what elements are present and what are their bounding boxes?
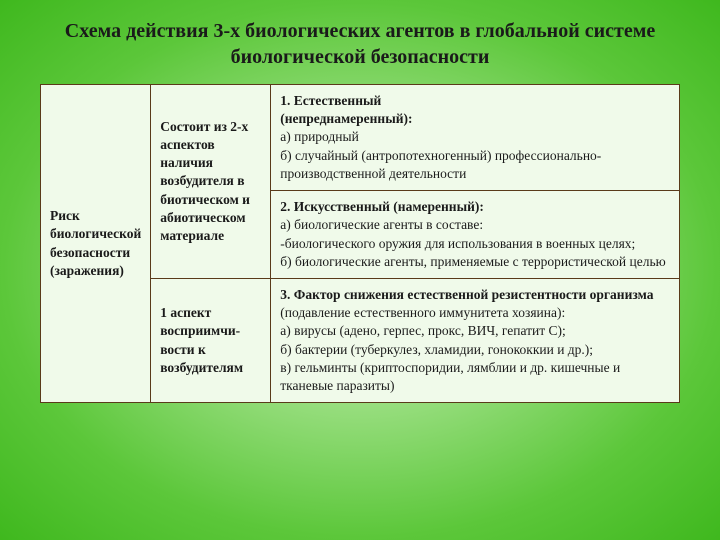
page-title: Схема действия 3-х биологических агентов…	[40, 18, 680, 70]
cell2-a2: -биологического оружия для использования…	[280, 235, 670, 253]
cell3-a: а) вирусы (адено, герпес, прокс, ВИЧ, ге…	[280, 322, 670, 340]
cell-artificial: 2. Искусственный (намеренный): а) биолог…	[271, 191, 680, 279]
cell3-h2: (подавление естественного иммунитета хоз…	[280, 305, 565, 320]
cell2-head: 2. Искусственный (намеренный):	[280, 198, 670, 216]
cell1-b: б) случайный (антропотехногенный) профес…	[280, 147, 670, 183]
cell-factor: 3. Фактор снижения естественной резистен…	[271, 278, 680, 402]
cell3-c: в) гельминты (криптоспоридии, лямблии и …	[280, 359, 670, 395]
col2-susceptibility: 1 аспект восприимчи-вости к возбудителям	[151, 278, 271, 402]
col2-aspects: Состоит из 2-х аспектов наличия возбудит…	[151, 85, 271, 279]
cell-natural: 1. Естественный (непреднамеренный): а) п…	[271, 85, 680, 191]
cell3-b: б) бактерии (туберкулез, хламидии, гонок…	[280, 341, 670, 359]
cell2-a: а) биологические агенты в составе:	[280, 216, 670, 234]
cell1-head2: (непреднамеренный):	[280, 110, 670, 128]
col1-risk: Риск биологической безопасности (заражен…	[41, 85, 151, 403]
cell2-b: б) биологические агенты, применяемые с т…	[280, 253, 670, 271]
main-table: Риск биологической безопасности (заражен…	[40, 84, 680, 403]
cell1-head: 1. Естественный	[280, 92, 670, 110]
cell3-h1: 3. Фактор снижения естественной резистен…	[280, 287, 653, 302]
cell1-a: а) природный	[280, 128, 670, 146]
